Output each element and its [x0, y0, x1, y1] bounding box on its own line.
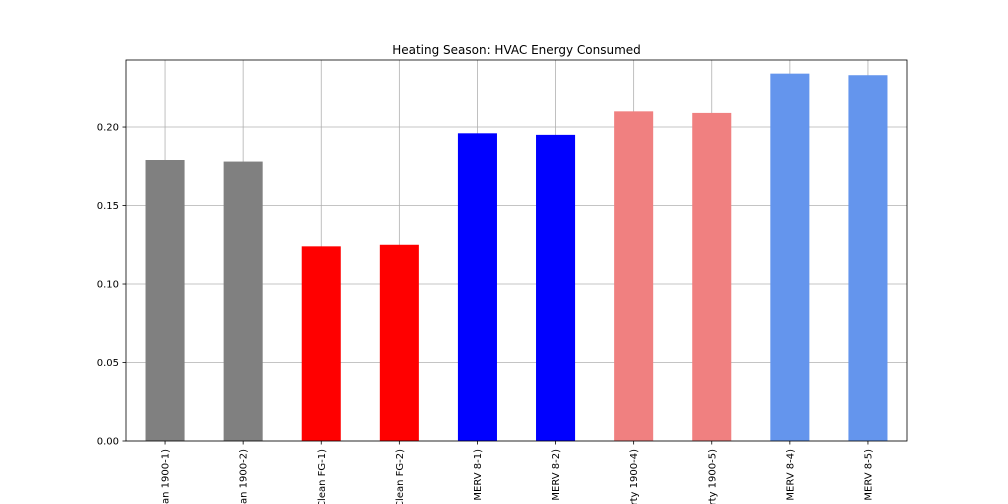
bar [536, 134, 576, 441]
bar [301, 246, 341, 441]
x-tick-label: ...Clean FG-2) [395, 449, 406, 504]
x-axis-ticks: ...an 1900-1) ...an 1900-2) ...Clean FG-1)… [161, 441, 874, 504]
bar [145, 159, 185, 441]
plot-frame [125, 59, 908, 442]
x-tick-label: ...an 1900-1) [161, 449, 172, 504]
x-tick-label: ...rty 1900-5) [707, 449, 718, 504]
x-tick-label: ...rty 1900-4) [629, 449, 640, 504]
x-tick-label: ... MERV 8-2) [551, 449, 562, 504]
bar [614, 111, 654, 442]
bar [223, 161, 263, 441]
x-tick-label: ... MERV 8-5) [863, 449, 874, 504]
y-tick-label: 0.15 [97, 201, 119, 212]
y-tick-label: 0.05 [97, 358, 119, 369]
chart-title: Heating Season: HVAC Energy Consumed [392, 43, 641, 57]
axes [125, 59, 908, 442]
bar [770, 73, 810, 442]
x-tick-label: ...an 1900-2) [239, 449, 250, 504]
bar [848, 75, 888, 441]
bars [145, 73, 888, 442]
y-tick-label: 0.20 [97, 123, 119, 134]
bar [379, 244, 419, 441]
y-axis-ticks: 0.00 0.05 0.10 0.15 0.20 [97, 123, 126, 448]
x-tick-label: ... MERV 8-1) [473, 449, 484, 504]
y-tick-label: 0.00 [97, 437, 119, 448]
bar [457, 133, 497, 441]
bar [692, 112, 732, 441]
x-tick-label: ...Clean FG-1) [317, 449, 328, 504]
y-tick-label: 0.10 [97, 280, 119, 291]
x-tick-label: ... MERV 8-4) [785, 449, 796, 504]
